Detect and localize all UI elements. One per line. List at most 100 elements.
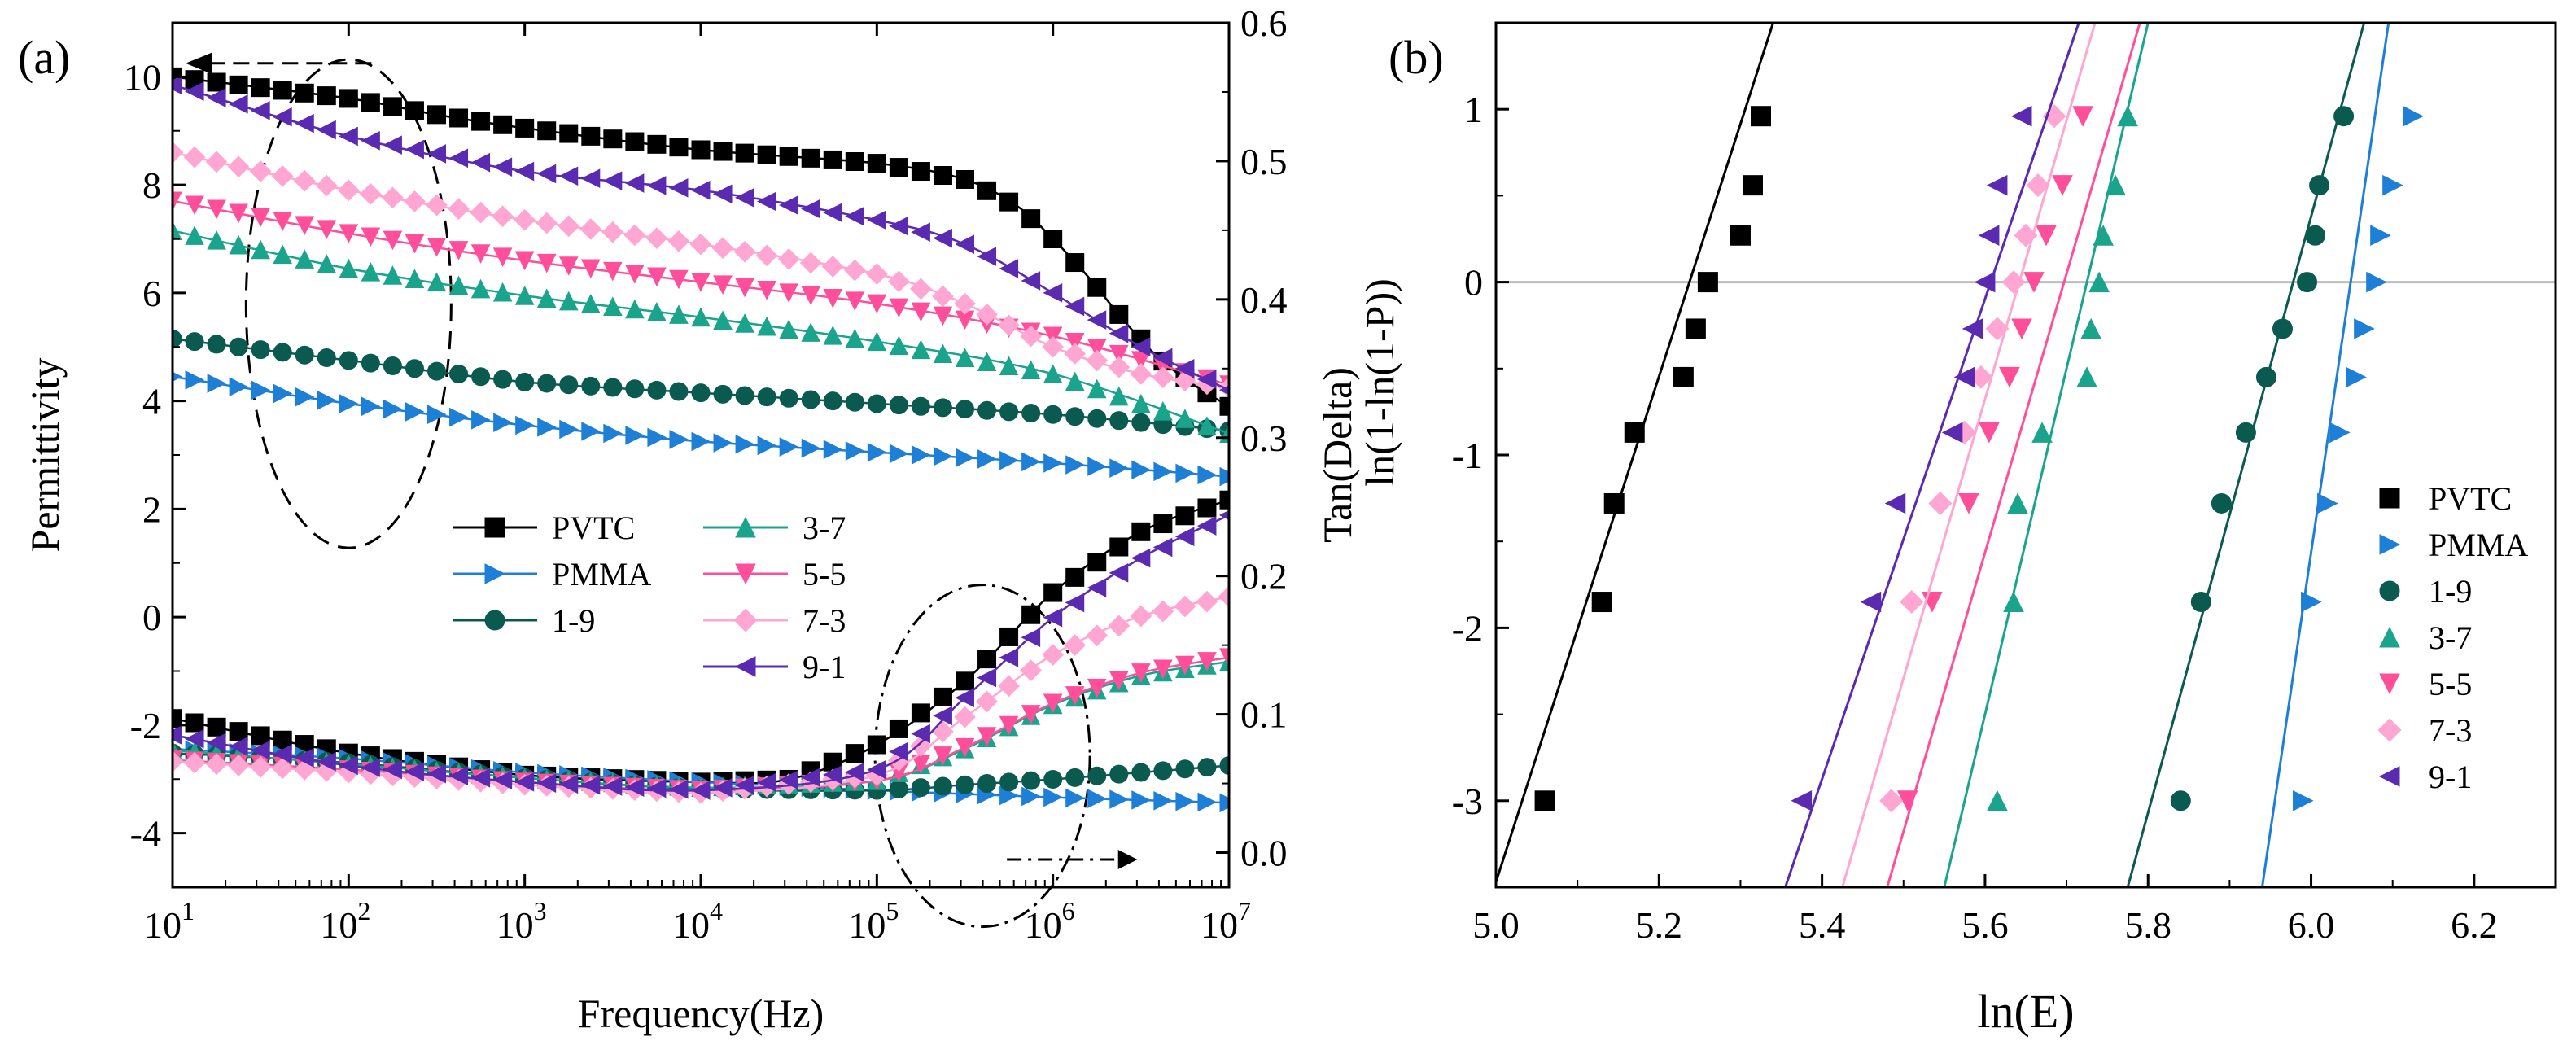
chart-a-point-5-5-tan-delta: [933, 746, 953, 766]
legend-item-7-3: 7-3: [703, 602, 846, 639]
chart-a-point-pvtc-permittivity: [1109, 304, 1129, 324]
chart-a-point-pmma-permittivity: [405, 402, 425, 422]
legend-item-5-5: 5-5: [703, 556, 846, 593]
chart-a-point-9-1-permittivity: [646, 176, 667, 195]
chart-b-point-pvtc: [1591, 592, 1612, 613]
chart-a-point-pvtc-permittivity: [956, 169, 974, 189]
chart-a-point-9-1-permittivity: [492, 157, 513, 177]
chart-a-point-5-5-permittivity: [647, 267, 667, 287]
chart-b-point-pmma: [2370, 225, 2391, 247]
chart-a-point-pmma-permittivity: [999, 450, 1019, 470]
chart-a-point-pmma-tan-delta: [1131, 790, 1151, 810]
chart-a-point-7-3-permittivity: [337, 179, 360, 202]
chart-a-point-3-7-permittivity: [514, 286, 535, 305]
chart-b-fit-line-pvtc: [1496, 23, 1774, 883]
chart-a-point-pmma-permittivity: [317, 390, 337, 410]
chart-a-point-7-3-permittivity: [227, 155, 250, 178]
chart-a-point-pvtc-permittivity: [339, 89, 358, 108]
chart-a-point-7-3-tan-delta: [271, 757, 294, 780]
chart-a-point-7-3-tan-delta: [183, 751, 206, 774]
chart-a-point-5-5-permittivity: [558, 256, 579, 276]
chart-a-point-5-5-permittivity: [889, 298, 909, 318]
chart-a-x-tick-exponent: 1: [182, 896, 195, 925]
panel-b-label: (b): [1389, 31, 1444, 84]
chart-a-point-1-9-tan-delta: [1197, 758, 1217, 777]
chart-a-point-1-9-permittivity: [956, 400, 974, 419]
chart-a-point-pvtc-permittivity: [317, 86, 336, 106]
chart-a-point-7-3-permittivity: [382, 186, 404, 209]
chart-b-point-7-3: [1900, 590, 1924, 615]
chart-a-point-pvtc-permittivity: [471, 112, 491, 131]
chart-a-point-3-7-permittivity: [1021, 360, 1041, 379]
chart-b-legend-marker-1-9: [2379, 580, 2400, 601]
chart-a-point-9-1-tan-delta: [383, 759, 402, 780]
chart-a-point-9-1-tan-delta: [1218, 510, 1229, 520]
chart-a-markers-9-1-tan-delta: [173, 510, 1229, 800]
chart-a-point-3-7-permittivity: [317, 254, 337, 273]
chart-a-point-pvtc-tan-delta: [173, 709, 182, 728]
chart-a-point-5-5-permittivity: [845, 291, 865, 311]
chart-a-point-pvtc-permittivity: [845, 152, 864, 172]
chart-b-legend-label-pmma: PMMA: [2429, 527, 2528, 563]
chart-a-point-7-3-permittivity: [1152, 366, 1174, 388]
chart-b-fit-line-1-9: [2126, 23, 2366, 887]
chart-a-point-pvtc-permittivity: [735, 143, 754, 163]
chart-a-point-pvtc-permittivity: [273, 81, 292, 100]
chart-a-point-pvtc-permittivity: [383, 97, 402, 116]
chart-a-point-7-3-permittivity: [558, 215, 580, 238]
chart-a-point-5-5-tan-delta: [999, 715, 1019, 736]
chart-a-point-9-1-tan-delta: [955, 688, 974, 708]
chart-b-axes: 5.0 5.2 5.4 5.6 5.8 6.0 6.2 -3 -2 -1 0 1: [1452, 22, 2498, 946]
chart-a-point-7-3-tan-delta: [998, 675, 1020, 698]
chart-a-point-9-1-permittivity: [602, 171, 623, 190]
chart-a-point-5-5-tan-delta: [1197, 652, 1217, 671]
chart-a-y-tick-label: 0: [142, 597, 161, 638]
chart-a-point-pmma-permittivity: [559, 419, 579, 440]
chart-a-point-1-9-permittivity: [537, 374, 557, 393]
chart-a-point-3-7-permittivity: [185, 225, 204, 245]
chart-a-x-tick-exponent: 5: [886, 896, 899, 925]
chart-a-point-pvtc-permittivity: [779, 147, 798, 166]
chart-a-point-pmma-permittivity: [713, 433, 733, 453]
chart-b-plot-area: [1496, 23, 2556, 887]
chart-a-axes: 101 102 103 104 105 106 107 -4 -2 0 2 4 6 8 10 0.0 0.1 0.…: [124, 2, 1288, 946]
chart-a-point-3-7-permittivity: [625, 299, 645, 319]
chart-a-x-tick-label: 102: [320, 896, 370, 946]
chart-a-point-5-5-permittivity: [273, 212, 293, 232]
chart-b-point-1-9: [2272, 318, 2293, 339]
chart-a-point-1-9-permittivity: [273, 343, 292, 362]
chart-a-point-3-7-permittivity: [933, 343, 953, 364]
chart-a-point-9-1-tan-delta: [757, 772, 776, 793]
legend-label-9-1: 9-1: [803, 649, 846, 685]
chart-a-point-3-7-permittivity: [1175, 409, 1195, 428]
chart-b-legend-label-5-5: 5-5: [2429, 666, 2472, 702]
chart-a-point-3-7-permittivity: [1131, 393, 1151, 413]
chart-a-markers-7-3-permittivity: [173, 141, 1229, 399]
chart-b-x-tick-label: 6.2: [2451, 904, 2498, 946]
chart-a-point-1-9-permittivity: [669, 382, 689, 401]
chart-a-point-7-3-permittivity: [183, 146, 206, 168]
chart-b-point-5-5: [2011, 318, 2032, 340]
chart-a-y2-tick-label: 0.1: [1240, 694, 1288, 736]
chart-a-point-9-1-permittivity: [1109, 323, 1129, 343]
chart-a-point-7-3-permittivity: [1020, 325, 1042, 348]
chart-a-point-5-5-permittivity: [735, 278, 754, 298]
chart-a-point-3-7-permittivity: [295, 249, 315, 269]
chart-b-point-5-5: [1958, 492, 1979, 514]
chart-b-point-1-9: [2235, 422, 2256, 443]
chart-a-point-9-1-tan-delta: [448, 766, 469, 786]
chart-a-point-1-9-permittivity: [515, 372, 535, 391]
chart-a-point-9-1-permittivity: [977, 247, 997, 266]
chart-a-point-9-1-tan-delta: [712, 778, 733, 798]
chart-b-point-7-3: [1879, 789, 1904, 813]
chart-a-point-pvtc-permittivity: [1065, 253, 1085, 273]
legend-label-3-7: 3-7: [803, 510, 846, 546]
chart-b-fit-line-3-7: [1943, 23, 2150, 887]
chart-a-point-7-3-tan-delta: [932, 720, 954, 743]
chart-a-point-9-1-tan-delta: [251, 740, 270, 760]
chart-a-point-9-1-permittivity: [823, 203, 842, 222]
chart-b-legend-marker-3-7: [2379, 626, 2400, 648]
chart-a-point-1-9-tan-delta: [1131, 763, 1151, 782]
chart-b-point-1-9: [2305, 225, 2326, 246]
chart-b-frame: [1494, 21, 2557, 889]
